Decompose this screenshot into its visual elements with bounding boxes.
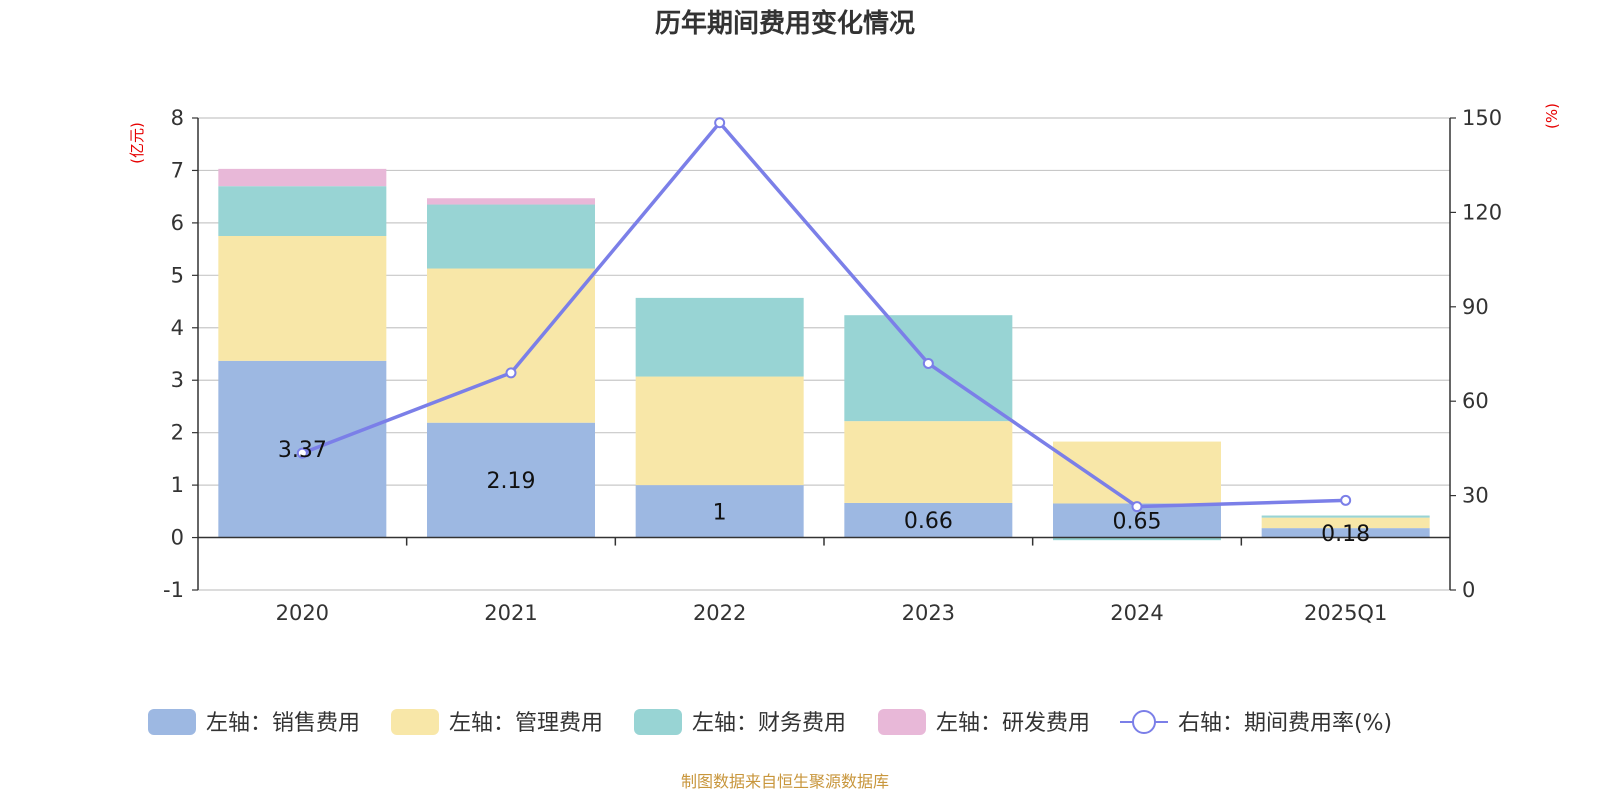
grid-lines	[198, 117, 1450, 591]
legend-label: 左轴：研发费用	[936, 711, 1090, 736]
right-tick-label: 30	[1462, 484, 1489, 508]
data-labels: 3.37 2.19 1 0.66 0.65 0.18	[278, 438, 1370, 547]
rate-point	[714, 117, 726, 129]
left-tick-label: 5	[171, 263, 184, 287]
bar-segment	[844, 502, 1013, 538]
bar-segment	[844, 421, 1013, 503]
legend-swatch	[391, 709, 439, 735]
bar-segment	[635, 297, 804, 377]
legend-swatch	[634, 709, 682, 735]
left-tick-label: 1	[171, 473, 184, 497]
bar-data-label: 0.66	[904, 509, 953, 534]
bar-segment	[1261, 515, 1430, 518]
category-label: 2021	[484, 601, 537, 625]
source-note: 制图数据来自恒生聚源数据库	[681, 772, 889, 791]
rate-point	[296, 447, 308, 459]
rate-point	[1131, 501, 1143, 513]
rate-point	[505, 367, 517, 379]
bar-segment	[1261, 517, 1430, 529]
right-tick-label: 120	[1462, 200, 1502, 224]
bar-segment	[427, 198, 595, 205]
right-tick-label: 0	[1462, 578, 1475, 602]
bar-series	[218, 168, 1430, 541]
legend-line-marker	[1132, 710, 1156, 734]
category-label: 2025Q1	[1304, 601, 1387, 625]
category-label: 2023	[902, 601, 955, 625]
left-tick-label: 2	[171, 421, 184, 445]
category-label: 2024	[1110, 601, 1163, 625]
bar-data-label: 0.18	[1321, 522, 1370, 547]
bar-segment	[1261, 528, 1430, 538]
left-tick-label: 6	[171, 211, 184, 235]
bar-segment	[427, 204, 595, 269]
axes: 8 7 6 5 4 3 2 1 0 -1 150 120 90 60 30 0 2020 2021 2022 2023…	[163, 106, 1502, 625]
bar-segment	[1053, 537, 1221, 541]
left-tick-label: 7	[171, 158, 184, 182]
bar-segment	[218, 168, 387, 187]
rate-line	[301, 120, 1346, 509]
left-axis-unit: (亿元)	[128, 122, 146, 164]
chart-title: 历年期间费用变化情况	[655, 8, 915, 39]
left-tick-label: 3	[171, 368, 184, 392]
category-label: 2020	[276, 601, 329, 625]
bar-segment	[635, 485, 804, 538]
right-axis-unit: (%)	[1543, 103, 1561, 129]
left-tick-label: 4	[171, 316, 184, 340]
bar-segment	[427, 422, 595, 538]
right-tick-label: 150	[1462, 106, 1502, 130]
bar-segment	[218, 186, 387, 236]
legend: 左轴：销售费用 左轴：管理费用 左轴：财务费用 左轴：研发费用 右轴：期间费用率(%)	[148, 709, 1392, 736]
bar-segment	[218, 236, 387, 361]
left-tick-label: -1	[163, 578, 184, 602]
legend-label: 右轴：期间费用率(%)	[1178, 711, 1392, 736]
category-label: 2022	[693, 601, 746, 625]
bar-data-label: 3.37	[278, 438, 327, 463]
bar-segment	[635, 376, 804, 486]
bar-data-label: 0.65	[1113, 510, 1162, 535]
legend-label: 左轴：管理费用	[449, 711, 603, 736]
right-tick-label: 60	[1462, 389, 1489, 413]
legend-swatch	[878, 709, 926, 735]
legend-label: 左轴：财务费用	[692, 711, 846, 736]
line-series	[296, 117, 1352, 513]
legend-label: 左轴：销售费用	[206, 711, 360, 736]
rate-point	[922, 357, 934, 369]
bar-data-label: 2.19	[487, 469, 536, 494]
left-tick-label: 8	[171, 106, 184, 130]
bar-data-label: 1	[713, 500, 727, 525]
right-tick-label: 90	[1462, 295, 1489, 319]
bar-segment	[1053, 441, 1221, 504]
left-tick-label: 0	[171, 526, 184, 550]
bar-segment	[427, 268, 595, 423]
legend-swatch	[148, 709, 196, 735]
rate-point	[1340, 494, 1352, 506]
